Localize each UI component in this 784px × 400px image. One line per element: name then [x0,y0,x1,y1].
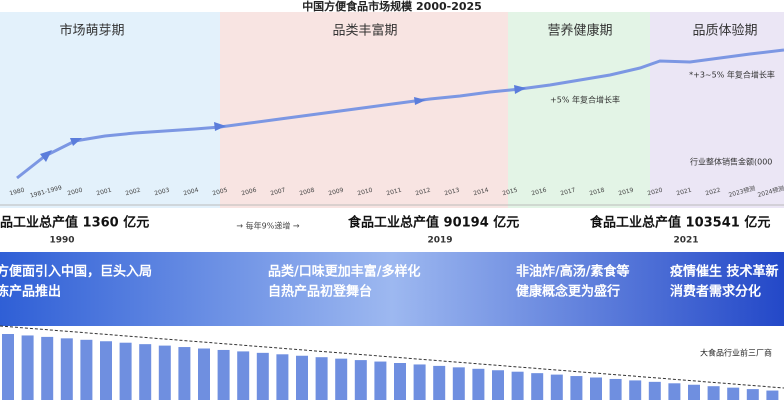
x-label: 2018 [589,187,606,198]
annotation: +5% 年复合增长率 [550,95,620,105]
bar [119,342,132,400]
bar [256,352,269,400]
phase-label: 营养健康期 [547,23,612,39]
bar [21,335,34,400]
bottom-note: 大食品行业前三厂商 [700,348,772,358]
x-label: 2009 [328,187,345,198]
bar [394,363,406,400]
bar [531,373,544,400]
bar [746,389,759,400]
x-label: 2003 [154,187,171,198]
x-label: 2004 [183,187,200,198]
milestone: 食品工业总产值 1360 亿元 [0,215,149,231]
bar [237,351,250,400]
trend-line [16,48,784,180]
bar [354,360,367,400]
bar [688,384,700,400]
phase-bg [0,12,220,208]
band-text: 品类/口味更加丰富/多样化 [268,264,421,280]
band-text: 速冻产品推出 [0,284,61,300]
phase-label: 品质体验期 [692,23,757,39]
x-label: 2015 [502,187,519,198]
milestone: 食品工业总产值 103541 亿元 [590,215,770,231]
band-texts: 方便面引入中国，巨头入局 速冻产品推出 品类/口味更加丰富/多样化 自热产品初登… [0,264,779,300]
bar [315,357,328,400]
bar [335,358,348,400]
bar [276,354,289,400]
x-label: 2011 [386,187,403,198]
bar [668,383,681,400]
x-label: 2017 [560,187,577,198]
phase-label: 品类丰富期 [332,23,397,39]
bar [609,378,622,400]
trend-arrows [40,85,526,162]
x-label: 2007 [270,187,287,198]
x-label: 1980 [9,187,26,198]
phase-label: 市场萌芽期 [59,23,124,39]
bar [590,377,602,400]
annotation: 行业整体销售金额(000 [690,157,772,167]
title: 中国方便食品市场规模 2000-2025 [302,0,482,13]
bar [296,355,308,400]
x-label: 2006 [241,187,258,198]
phase-bg [220,12,508,208]
bar [374,361,387,400]
event-band [0,252,784,326]
x-label: 2019 [618,187,635,198]
band-text: 疫情催生 技术革新 [670,264,779,280]
bar [41,336,54,400]
x-label: 2001 [96,187,113,198]
x-label: 2000 [67,187,84,198]
band-text: 非油炸/高汤/素食等 [516,264,630,280]
x-label: 2021 [676,187,693,198]
x-label: 2005 [212,187,229,198]
x-label: 2012 [415,187,432,198]
bar [80,339,93,400]
bar [452,367,465,400]
trend-dash [0,325,784,389]
phase-bg [508,12,650,208]
bar [766,390,779,400]
bar [178,347,191,400]
annotation: *+3~5% 年复合增长率 [689,70,775,80]
bar [198,348,210,400]
bar [60,338,73,400]
phase-bg [650,12,784,208]
bar [707,386,720,400]
x-label: 2013 [444,187,461,198]
band-text: 健康概念更为盛行 [516,284,620,300]
bar [472,368,485,400]
bar [550,374,563,400]
bar [648,381,661,400]
x-label: 2020 [647,187,664,198]
band-text: 方便面引入中国，巨头入局 [0,264,152,280]
milestone-year: 1990 [49,236,74,246]
x-label: 2014 [473,187,490,198]
bar [2,334,14,400]
bar [158,345,171,400]
x-label: 2022 [705,187,722,198]
milestone: 食品工业总产值 90194 亿元 [348,215,519,231]
bar [629,380,642,400]
bar [511,371,524,400]
milestone-year: 2019 [427,236,452,246]
bar [217,349,230,400]
band-text: 消费者需求分化 [670,284,761,300]
band-text: 自热产品初登舞台 [268,284,372,300]
milestone-year: 2021 [673,236,698,246]
x-label: 2002 [125,187,142,198]
bar [413,364,426,400]
annotation: → 每年9%递增 → [236,221,299,231]
bar [433,365,446,400]
bars [2,334,779,400]
bar [100,341,112,400]
x-label: 2016 [531,187,548,198]
x-label: 2008 [299,187,316,198]
bar [139,344,152,400]
bar [570,376,583,400]
x-label: 2010 [357,187,374,198]
bar [492,370,504,400]
bar [727,387,740,400]
